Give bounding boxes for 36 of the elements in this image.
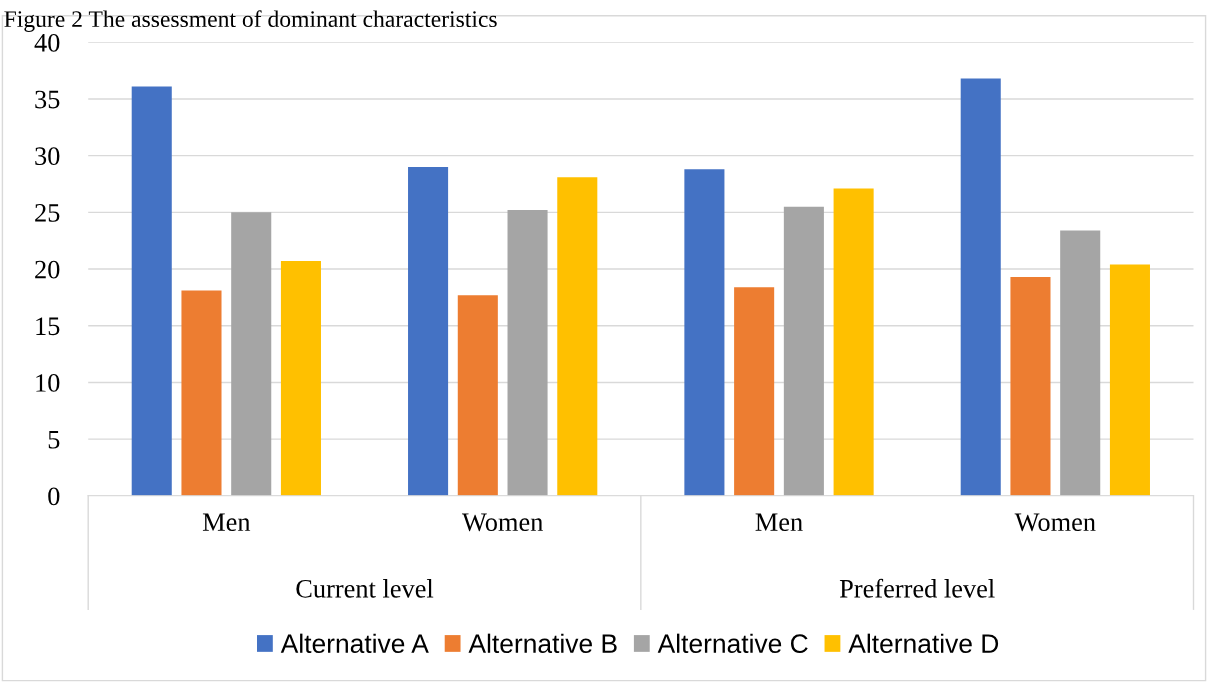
legend-label: Alternative D xyxy=(848,633,999,654)
bar xyxy=(833,188,874,496)
bar xyxy=(280,261,321,496)
y-tick-label: 40 xyxy=(34,33,60,52)
bar xyxy=(408,167,449,496)
bar xyxy=(457,295,498,496)
y-tick-label: 10 xyxy=(36,374,60,392)
x-tick-label: Women xyxy=(461,513,543,532)
bar xyxy=(1010,276,1051,496)
bar xyxy=(231,212,272,496)
x-tick-label: Women xyxy=(1014,513,1096,532)
legend-label: Alternative A xyxy=(280,633,429,654)
bar xyxy=(1060,230,1101,496)
bar xyxy=(783,206,824,496)
y-tick-label: 0 xyxy=(48,487,60,506)
y-tick-label: 30 xyxy=(35,147,60,166)
bar xyxy=(507,210,548,496)
y-tick-label: 25 xyxy=(35,204,60,222)
x-tick-label: Men xyxy=(202,513,251,532)
bar xyxy=(181,290,222,496)
y-tick-label: 20 xyxy=(35,260,60,279)
text: Preferred level xyxy=(839,578,995,598)
bar xyxy=(557,177,598,496)
chart-title: Figure 2 The assessment of dominant characteristics xyxy=(4,10,497,32)
bar xyxy=(131,86,172,496)
y-tick-label: 5 xyxy=(48,431,60,449)
legend-label: Alternative C xyxy=(657,633,808,654)
y-tick-label: 15 xyxy=(36,317,60,336)
bar xyxy=(684,169,725,496)
bar xyxy=(734,287,775,496)
bar xyxy=(1109,264,1150,496)
x-tick-label: Men xyxy=(755,513,803,532)
bar xyxy=(960,78,1001,496)
y-tick-label: 35 xyxy=(35,90,60,109)
legend-label: Alternative B xyxy=(468,633,617,654)
text: Current level xyxy=(296,579,434,598)
